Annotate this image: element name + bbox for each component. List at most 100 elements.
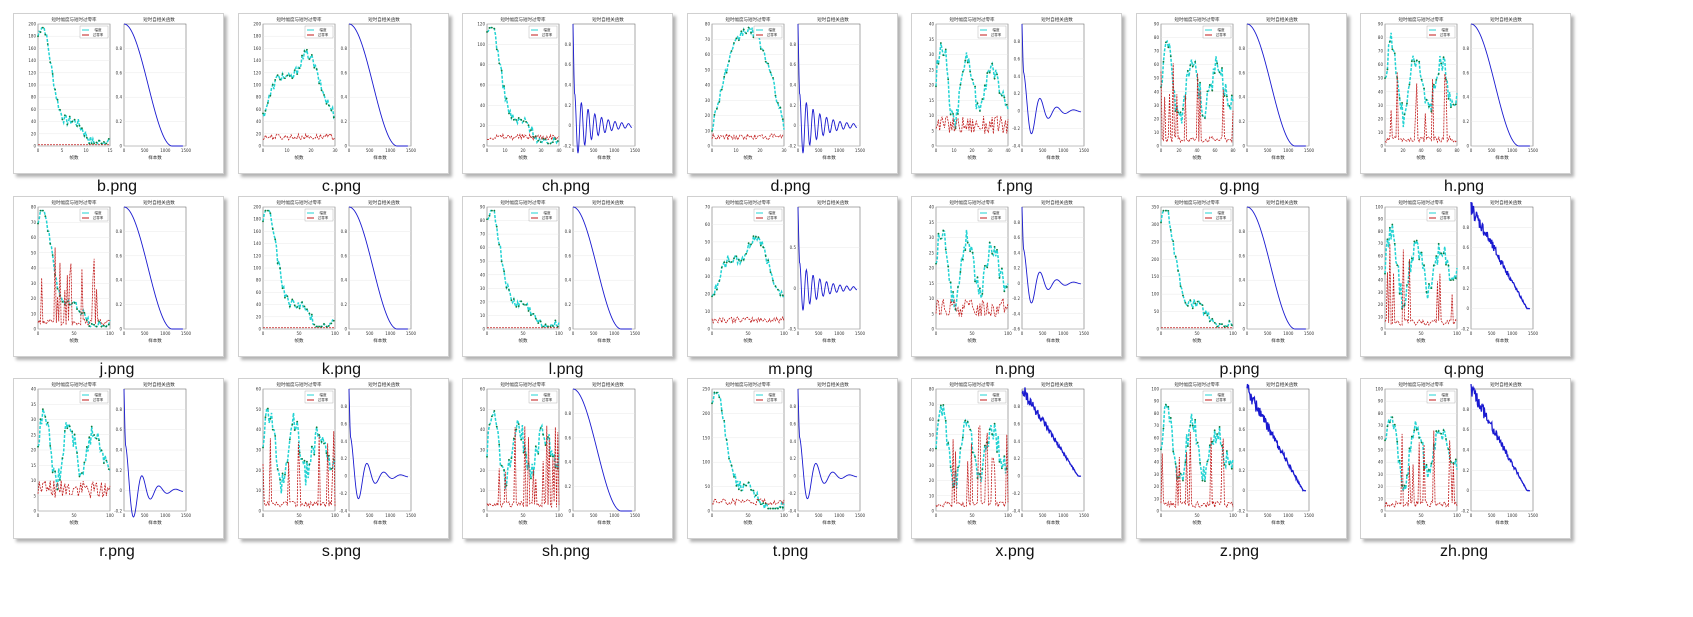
amplitude-point xyxy=(534,317,537,320)
right-ytick-label: 0.4 xyxy=(1463,265,1470,270)
legend-zcr-label: 过零率 xyxy=(1440,215,1451,220)
right-ytick-label: 0.2 xyxy=(565,484,572,489)
file-item-zh[interactable]: 短时幅度与短时过零率 0 10 20 30 40 50 60 70 80 90 100 0 50 100 帧数… xyxy=(1352,365,1576,560)
left-chart-title: 短时幅度与短时过零率 xyxy=(52,16,97,23)
amplitude-point xyxy=(771,279,774,282)
file-item-m[interactable]: 短时幅度与短时过零率 0 10 20 30 40 50 60 70 0 50 100 帧数 幅度 过零率 短时… xyxy=(679,183,903,378)
right-xtick-label: 1000 xyxy=(1283,148,1294,153)
right-ytick-label: 0.8 xyxy=(340,404,347,409)
amplitude-point xyxy=(725,438,728,441)
left-ytick-label: 100 xyxy=(28,83,36,88)
right-xtick-label: 500 xyxy=(814,513,822,518)
right-ytick-label: 0.4 xyxy=(1014,439,1021,444)
file-item-p[interactable]: 短时幅度与短时过零率 0 50 100 150 200 250 300 350 0 50 100 帧数 幅… xyxy=(1128,183,1352,378)
file-item-b[interactable]: 短时幅度与短时过零率 0 20 40 60 80 100 120 140 160 180 200 0 5 1… xyxy=(5,0,229,195)
left-ytick-label: 90 xyxy=(1153,22,1159,27)
left-ytick-label: 20 xyxy=(480,299,486,304)
right-plot-area xyxy=(1021,23,1085,147)
amplitude-point xyxy=(1445,438,1447,440)
autocorr-series-line xyxy=(1021,23,1081,135)
legend-zcr-label: 过零率 xyxy=(317,215,328,220)
amplitude-point xyxy=(1213,429,1216,432)
file-item-h[interactable]: 短时幅度与短时过零率 0 10 20 30 40 50 60 70 80 90 0 20 40 60 80 帧数… xyxy=(1352,0,1576,195)
file-item-r[interactable]: 短时幅度与短时过零率 0 5 10 15 20 25 30 35 40 0 50 100 帧数 幅度 过零率 短… xyxy=(5,365,229,560)
right-ytick-label: 0 xyxy=(1466,306,1469,311)
file-item-ch[interactable]: 短时幅度与短时过零率 0 20 40 60 80 100 120 0 10 20 30 40 帧数 幅度 过零… xyxy=(454,0,678,195)
left-xtick-label: 0 xyxy=(37,331,40,336)
left-plot-area xyxy=(486,206,560,329)
amplitude-point xyxy=(937,419,940,422)
amplitude-point xyxy=(1159,448,1162,451)
amplitude-point xyxy=(261,446,264,449)
left-ytick-label: 200 xyxy=(253,204,261,209)
amplitude-point xyxy=(778,293,781,296)
left-ytick-label: 20 xyxy=(1378,484,1384,489)
file-item-s[interactable]: 短时幅度与短时过零率 0 10 20 30 40 50 60 0 50 100 帧数 幅度 过零率 短时自相… xyxy=(230,365,454,560)
thumbnail-image: 短时幅度与短时过零率 0 50 100 150 200 250 0 50 100 帧数 幅度 过零率 短时… xyxy=(686,378,898,539)
right-xaxis-label: 样本数 xyxy=(373,154,387,161)
left-ytick-label: 200 xyxy=(28,22,36,27)
left-ytick-label: 20 xyxy=(31,296,37,301)
file-item-c[interactable]: 短时幅度与短时过零率 0 20 40 60 80 100 120 140 160 180 200 0 10… xyxy=(230,0,454,195)
file-item-l[interactable]: 短时幅度与短时过零率 0 10 20 30 40 50 60 70 80 90 0 50 100 帧数 幅度过… xyxy=(454,183,678,378)
amplitude-point xyxy=(1423,87,1425,90)
legend-zcr-label: 过零率 xyxy=(766,397,777,402)
file-item-g[interactable]: 短时幅度与短时过零率 0 10 20 30 40 50 60 70 80 90 0 20 40 60 80 帧数… xyxy=(1128,0,1352,195)
file-item-k[interactable]: 短时幅度与短时过零率 0 20 40 60 80 100 120 140 160 180 200 0 50… xyxy=(230,183,454,378)
amplitude-point xyxy=(503,85,505,87)
amplitude-point xyxy=(730,464,732,467)
amplitude-point xyxy=(1186,445,1189,448)
figure-thumbnail-chart: 短时幅度与短时过零率 0 10 20 30 40 50 60 70 80 90 0 50 100 帧数 幅度过… xyxy=(480,199,641,344)
amplitude-point xyxy=(1413,240,1416,242)
amplitude-point xyxy=(547,436,549,438)
left-chart-title: 短时幅度与短时过零率 xyxy=(725,199,770,206)
file-item-f[interactable]: 短时幅度与短时过零率 0 5 10 15 20 25 30 35 40 0 10 20 30 40 帧数 幅度过… xyxy=(903,0,1127,195)
file-item-sh[interactable]: 短时幅度与短时过零率 0 10 20 30 40 50 60 0 50 100 帧数 幅度 过零率 短时自相… xyxy=(454,365,678,560)
amplitude-point xyxy=(1166,209,1169,212)
amplitude-point xyxy=(759,48,762,50)
right-ytick-label: 0.2 xyxy=(116,119,123,124)
left-ytick-label: 50 xyxy=(704,484,710,489)
right-xtick-label: 1000 xyxy=(834,513,845,518)
amplitude-point xyxy=(83,311,86,314)
right-xtick-label: 0 xyxy=(796,513,799,518)
amplitude-point xyxy=(1445,263,1447,266)
file-item-n[interactable]: 短时幅度与短时过零率 0 5 10 15 20 25 30 35 40 0 50 100 帧数 幅度 过零率 短… xyxy=(903,183,1127,378)
file-item-z[interactable]: 短时幅度与短时过零率 0 10 20 30 40 50 60 70 80 90 100 0 50 100 帧数… xyxy=(1128,365,1352,560)
amplitude-point xyxy=(288,305,291,307)
right-ytick-label: 0.6 xyxy=(1014,421,1021,426)
amplitude-point xyxy=(1386,68,1389,71)
file-item-d[interactable]: 短时幅度与短时过零率 0 10 20 30 40 50 60 70 80 0 10 20 30 帧数 幅度 过零… xyxy=(679,0,903,195)
right-xtick-label: 1000 xyxy=(1283,331,1294,336)
right-chart-title: 短时自相关函数 xyxy=(143,16,175,23)
zcr-series-line xyxy=(486,425,560,509)
right-ytick-label: 0.8 xyxy=(116,228,123,233)
legend-amplitude-label: 幅度 xyxy=(544,210,552,215)
file-item-q[interactable]: 短时幅度与短时过零率 0 10 20 30 40 50 60 70 80 90 100 0 50 100 帧数… xyxy=(1352,183,1576,378)
right-xtick-label: 0 xyxy=(796,331,799,336)
amplitude-point xyxy=(522,302,525,305)
right-ytick-label: -0.5 xyxy=(788,326,796,331)
left-ytick-label: 70 xyxy=(31,219,37,224)
right-xtick-label: 0 xyxy=(572,148,575,153)
left-xaxis-label: 帧数 xyxy=(1417,154,1426,161)
amplitude-point xyxy=(102,324,105,327)
left-ytick-label: 350 xyxy=(1151,204,1159,209)
file-item-x[interactable]: 短时幅度与短时过零率 0 10 20 30 40 50 60 70 80 0 50 100 帧数 幅度 过零率… xyxy=(903,365,1127,560)
amplitude-point xyxy=(749,31,752,34)
right-xaxis-label: 样本数 xyxy=(597,337,611,344)
thumbnail-image: 短时幅度与短时过零率 0 20 40 60 80 100 120 140 160 180 200 0 5 1… xyxy=(13,13,224,174)
amplitude-point xyxy=(322,442,325,445)
file-item-j[interactable]: 短时幅度与短时过零率 0 10 20 30 40 50 60 70 80 0 50 100 帧数 幅度 过零率… xyxy=(5,183,229,378)
right-ytick-label: -0.2 xyxy=(1012,296,1020,301)
file-item-t[interactable]: 短时幅度与短时过零率 0 50 100 150 200 250 0 50 100 帧数 幅度 过零率 短时… xyxy=(679,365,903,560)
thumbnail-image: 短时幅度与短时过零率 0 10 20 30 40 50 60 70 80 0 50 100 帧数 幅度 过零率… xyxy=(13,195,224,357)
amplitude-point xyxy=(325,325,327,327)
amplitude-point xyxy=(1415,428,1418,431)
right-ytick-label: 0 xyxy=(568,326,571,331)
amplitude-point xyxy=(283,77,286,80)
amplitude-point xyxy=(1203,117,1206,119)
amplitude-point xyxy=(332,116,335,119)
